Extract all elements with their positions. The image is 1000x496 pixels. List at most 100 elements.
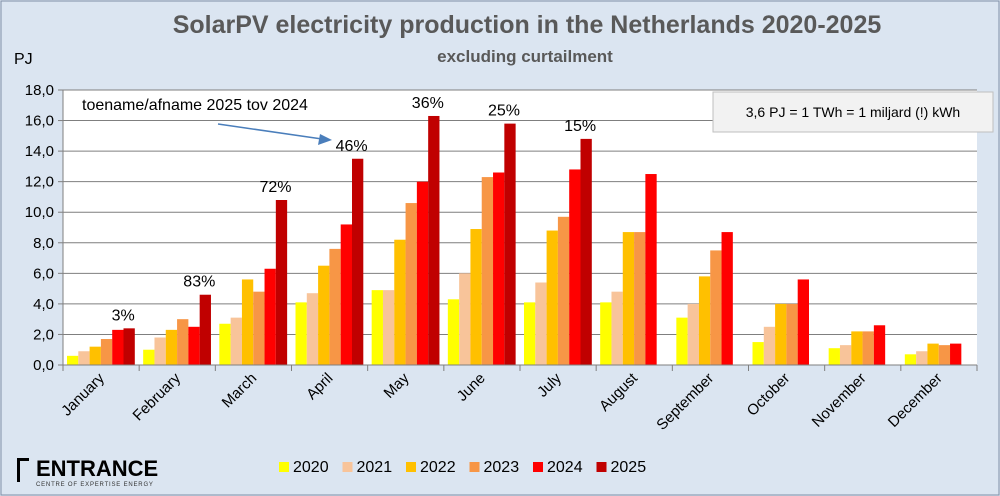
- bar-2021-march: [230, 317, 242, 365]
- bar-2023-march: [253, 291, 265, 365]
- bar-2020-february: [143, 349, 155, 365]
- bar-2020-january: [67, 355, 79, 365]
- y-tick-label: 6,0: [33, 265, 54, 282]
- bar-2020-march: [219, 323, 231, 365]
- bar-2020-may: [371, 290, 383, 365]
- y-axis-ticks: 0,0 2,0 4,0 6,0 8,0 10,0 12,0 14,0 16,0 18,0: [25, 82, 63, 374]
- bar-2021-july: [535, 282, 547, 365]
- legend-label-2023: 2023: [484, 459, 520, 476]
- chart-title: SolarPV electricity production in the Ne…: [173, 11, 882, 39]
- bar-2021-november: [839, 345, 852, 365]
- logo-tagline: CENTRE OF EXPERTISE ENERGY: [36, 482, 154, 488]
- bar-2021-february: [154, 337, 166, 365]
- legend-label-2022: 2022: [420, 459, 456, 476]
- change-label: 25%: [488, 103, 520, 120]
- bar-2023-november: [862, 331, 874, 365]
- bar-2020-june: [447, 299, 460, 365]
- bar-2025-february: [199, 294, 211, 365]
- bar-2024-january: [112, 329, 124, 365]
- bar-2021-october: [763, 326, 776, 365]
- y-tick-label: 10,0: [25, 204, 54, 221]
- bar-2025-january: [123, 328, 135, 365]
- bar-2023-june: [481, 177, 494, 365]
- bar-2020-april: [295, 302, 307, 365]
- change-label: 36%: [412, 95, 444, 112]
- change-label: 15%: [564, 118, 596, 135]
- change-label: 3%: [112, 307, 135, 324]
- gridlines: [63, 89, 977, 366]
- legend-label-2020: 2020: [293, 459, 329, 476]
- bar-2024-july: [569, 169, 581, 365]
- y-tick-label: 16,0: [25, 113, 54, 130]
- change-labels: 3% 83% 72% 46% 36% 25% 15%: [112, 95, 597, 324]
- bar-2025-july: [580, 138, 592, 365]
- bar-2024-december: [950, 343, 962, 365]
- bar-2024-april: [340, 224, 352, 365]
- bar-2021-september: [687, 303, 699, 365]
- bar-2021-december: [916, 351, 928, 365]
- bar-2020-october: [752, 342, 764, 365]
- legend-label-2025: 2025: [611, 459, 647, 476]
- change-label: 72%: [259, 179, 291, 196]
- bar-2020-september: [676, 317, 688, 365]
- annotation-arrow-head: [318, 134, 332, 145]
- bar-2024-september: [721, 232, 733, 365]
- bar-2023-august: [634, 232, 646, 365]
- y-tick-label: 0,0: [33, 357, 54, 374]
- entrance-logo: ENTRANCE CENTRE OF EXPERTISE ENERGY: [17, 456, 158, 488]
- bar-2024-february: [188, 326, 200, 365]
- y-tick-label: 18,0: [25, 82, 54, 99]
- bar-2020-december: [904, 354, 917, 365]
- bar-2022-december: [927, 343, 939, 365]
- bar-2021-january: [78, 351, 90, 365]
- change-label: 83%: [183, 274, 215, 291]
- bar-2022-july: [546, 230, 558, 365]
- bar-2022-october: [775, 303, 787, 365]
- bar-2020-november: [828, 348, 840, 365]
- bar-2022-august: [622, 232, 635, 365]
- bar-2023-october: [786, 303, 798, 365]
- plot-area: [63, 90, 977, 365]
- y-axis-label: PJ: [14, 51, 33, 68]
- bar-series: [67, 115, 962, 365]
- logo-name: ENTRANCE: [36, 456, 158, 481]
- bar-2022-april: [318, 265, 330, 365]
- bar-2022-january: [89, 346, 101, 365]
- bar-2022-march: [241, 279, 254, 365]
- bar-2024-november: [873, 325, 886, 365]
- y-tick-label: 12,0: [25, 174, 54, 191]
- arrow-annotation-text: toename/afname 2025 tov 2024: [82, 97, 308, 114]
- bar-2022-september: [698, 276, 711, 365]
- legend-label-2021: 2021: [357, 459, 393, 476]
- legend-swatch-2025: [596, 462, 607, 472]
- logo-mark: [17, 458, 20, 482]
- bar-2024-may: [416, 181, 429, 365]
- y-tick-label: 8,0: [33, 235, 54, 252]
- chart-subtitle: excluding curtailment: [437, 47, 613, 66]
- bar-2021-april: [306, 293, 319, 365]
- bar-2024-august: [645, 174, 657, 365]
- note-box-text: 3,6 PJ = 1 TWh = 1 miljard (!) kWh: [746, 104, 960, 120]
- bar-2024-october: [797, 279, 809, 365]
- bar-2025-april: [352, 158, 364, 365]
- legend-swatch-2020: [279, 462, 289, 472]
- bar-2022-february: [165, 329, 178, 365]
- change-label: 46%: [336, 138, 368, 155]
- legend-swatch-2024: [533, 462, 543, 472]
- bar-2024-june: [493, 172, 505, 365]
- bar-2024-march: [264, 268, 276, 365]
- legend-swatch-2022: [406, 462, 416, 472]
- bar-2023-december: [938, 345, 951, 365]
- note-box: [712, 91, 994, 133]
- bar-2023-january: [100, 339, 113, 365]
- legend: 2020 2021 2022 2023 2024 2025: [279, 459, 646, 476]
- bar-2022-may: [394, 239, 406, 365]
- y-tick-label: 2,0: [33, 326, 54, 343]
- legend-swatch-2023: [469, 462, 480, 472]
- bar-2025-may: [428, 115, 440, 365]
- bar-2025-march: [275, 200, 288, 365]
- bar-2023-may: [405, 203, 417, 365]
- y-tick-label: 14,0: [25, 143, 54, 160]
- bar-2021-june: [459, 273, 471, 365]
